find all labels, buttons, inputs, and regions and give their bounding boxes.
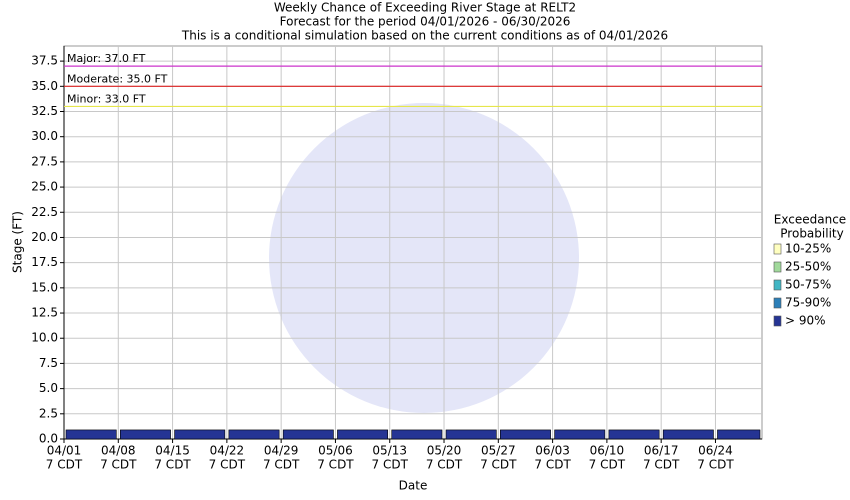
x-tick-label: 06/03 [535,444,570,458]
legend-label: 10-25% [785,242,831,256]
x-tick-label: 04/22 [210,444,245,458]
legend-swatch [773,315,782,327]
bar [282,429,334,440]
threshold-label: Moderate: 35.0 FT [67,72,168,85]
x-tick-label: 7 CDT [46,458,83,472]
bar [119,429,171,440]
x-tick-label: 7 CDT [643,458,680,472]
bar [174,429,226,440]
x-tick-label: 05/27 [481,444,516,458]
x-tick-label: 7 CDT [100,458,137,472]
x-tick-label: 06/17 [644,444,679,458]
threshold-label: Minor: 33.0 FT [67,92,146,105]
x-tick-label: 7 CDT [317,458,354,472]
legend-swatch [773,297,782,309]
x-tick-label: 7 CDT [480,458,517,472]
legend-label: > 90% [785,314,826,328]
y-tick-label: 25.0 [31,180,58,194]
x-tick-label: 7 CDT [263,458,300,472]
threshold-label: Major: 37.0 FT [67,52,146,65]
legend-swatch [773,243,782,255]
x-tick-label: 04/29 [264,444,299,458]
bar [662,429,714,440]
x-tick-label: 7 CDT [534,458,571,472]
bar [391,429,443,440]
x-tick-label: 7 CDT [209,458,246,472]
x-axis-label: Date [399,479,428,493]
x-tick-label: 7 CDT [426,458,463,472]
x-tick-label: 05/13 [372,444,407,458]
legend-label: 50-75% [785,278,831,292]
x-tick-label: 7 CDT [372,458,409,472]
x-tick-label: 06/10 [590,444,625,458]
legend-swatch [773,261,782,273]
chart-subtitle: Forecast for the period 04/01/2026 - 06/… [280,15,571,29]
y-tick-label: 35.0 [31,79,58,93]
y-tick-label: 30.0 [31,129,58,143]
bar [500,429,551,440]
y-tick-label: 10.0 [31,331,58,345]
x-tick-label: 05/20 [427,444,462,458]
bar [717,429,761,440]
bar [608,429,660,440]
bar [65,429,117,440]
y-tick-label: 22.5 [31,205,58,219]
y-tick-label: 27.5 [31,154,58,168]
y-tick-label: 32.5 [31,104,58,118]
legend-label: 25-50% [785,260,831,274]
y-axis-label: Stage (FT) [11,211,25,273]
x-tick-label: 04/01 [47,444,82,458]
watermark [269,103,579,413]
x-tick-label: 04/08 [101,444,136,458]
y-tick-label: 2.5 [39,406,58,420]
y-tick-label: 7.5 [39,356,58,370]
legend-label: 75-90% [785,296,831,310]
chart-subtitle: This is a conditional simulation based o… [181,29,668,43]
y-tick-label: 20.0 [31,230,58,244]
legend-swatch [773,279,782,291]
x-tick-label: 06/24 [698,444,733,458]
x-tick-label: 7 CDT [697,458,734,472]
y-tick-label: 5.0 [39,381,58,395]
y-tick-label: 37.5 [31,54,58,68]
legend-title: Probability [780,227,843,241]
y-tick-label: 17.5 [31,255,58,269]
x-tick-label: 05/06 [318,444,353,458]
x-tick-label: 7 CDT [154,458,191,472]
legend-title: Exceedance [774,213,846,227]
x-tick-label: 7 CDT [589,458,626,472]
chart-title: Weekly Chance of Exceeding River Stage a… [274,1,576,15]
bar [445,429,497,440]
bar [554,429,606,440]
bar [337,429,389,440]
y-tick-label: 15.0 [31,280,58,294]
y-tick-label: 12.5 [31,306,58,320]
x-tick-label: 04/15 [155,444,190,458]
y-tick-label: 0.0 [39,432,58,446]
bar [228,429,280,440]
